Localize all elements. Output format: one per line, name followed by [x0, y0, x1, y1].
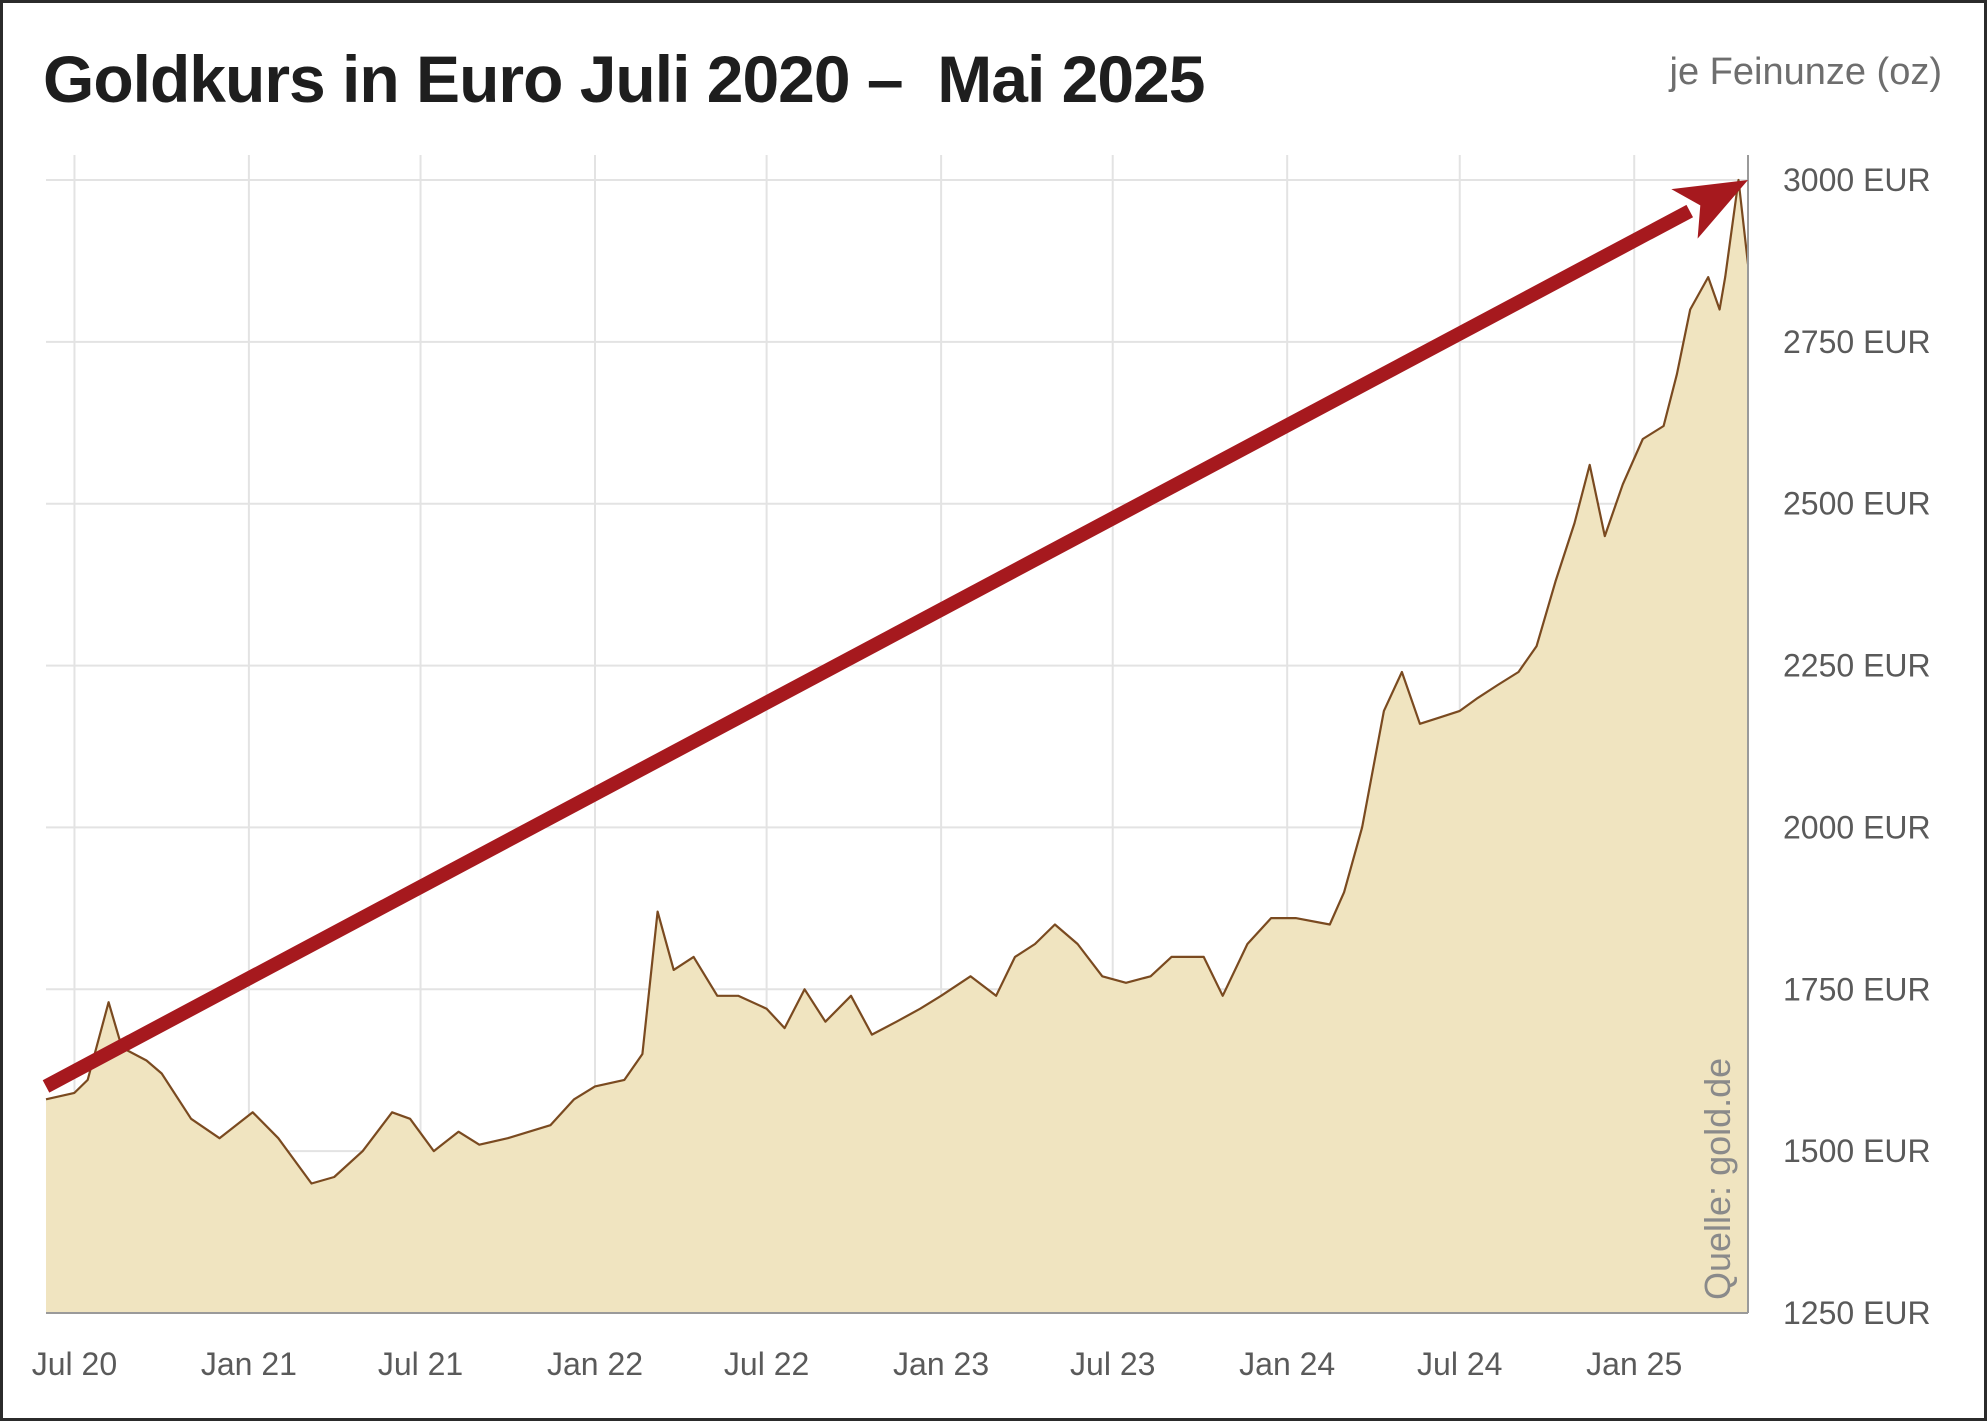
x-tick-label: Jul 22 [724, 1346, 809, 1382]
x-tick-label: Jan 23 [893, 1346, 989, 1382]
x-tick-label: Jul 21 [378, 1346, 463, 1382]
x-tick-label: Jan 24 [1239, 1346, 1335, 1382]
x-tick-label: Jul 20 [32, 1346, 117, 1382]
trend-arrow-head [1671, 180, 1748, 239]
price-line [45, 178, 1750, 1185]
price-area [45, 178, 1750, 1313]
y-tick-label: 1750 EUR [1783, 971, 1931, 1007]
y-tick-label: 2750 EUR [1783, 324, 1931, 360]
y-tick-label: 3000 EUR [1783, 162, 1931, 198]
y-tick-label: 1250 EUR [1783, 1295, 1931, 1331]
x-tick-label: Jan 21 [201, 1346, 297, 1382]
source-label: Quelle: gold.de [1697, 1058, 1738, 1300]
unit-label: je Feinunze (oz) [1669, 51, 1942, 93]
trend-arrow-shaft [42, 204, 1694, 1093]
y-tick-label: 2500 EUR [1783, 486, 1931, 522]
x-tick-label: Jan 25 [1586, 1346, 1682, 1382]
x-tick-label: Jan 22 [547, 1346, 643, 1382]
axes [46, 155, 1749, 1314]
price-area-fill [46, 180, 1748, 1313]
x-tick-label: Jul 23 [1070, 1346, 1155, 1382]
tick-labels: 1250 EUR 1500 EUR 1750 EUR 2000 EUR 2250 EUR… [32, 162, 1931, 1382]
source-note: Quelle: gold.de [1697, 1058, 1738, 1300]
y-tick-label: 2250 EUR [1783, 648, 1931, 684]
y-tick-label: 2000 EUR [1783, 809, 1931, 845]
trend-arrow [42, 180, 1748, 1093]
y-tick-label: 1500 EUR [1783, 1133, 1931, 1169]
x-tick-label: Jul 24 [1417, 1346, 1502, 1382]
chart-title: Goldkurs in Euro Juli 2020 – Mai 2025 [43, 42, 1205, 116]
